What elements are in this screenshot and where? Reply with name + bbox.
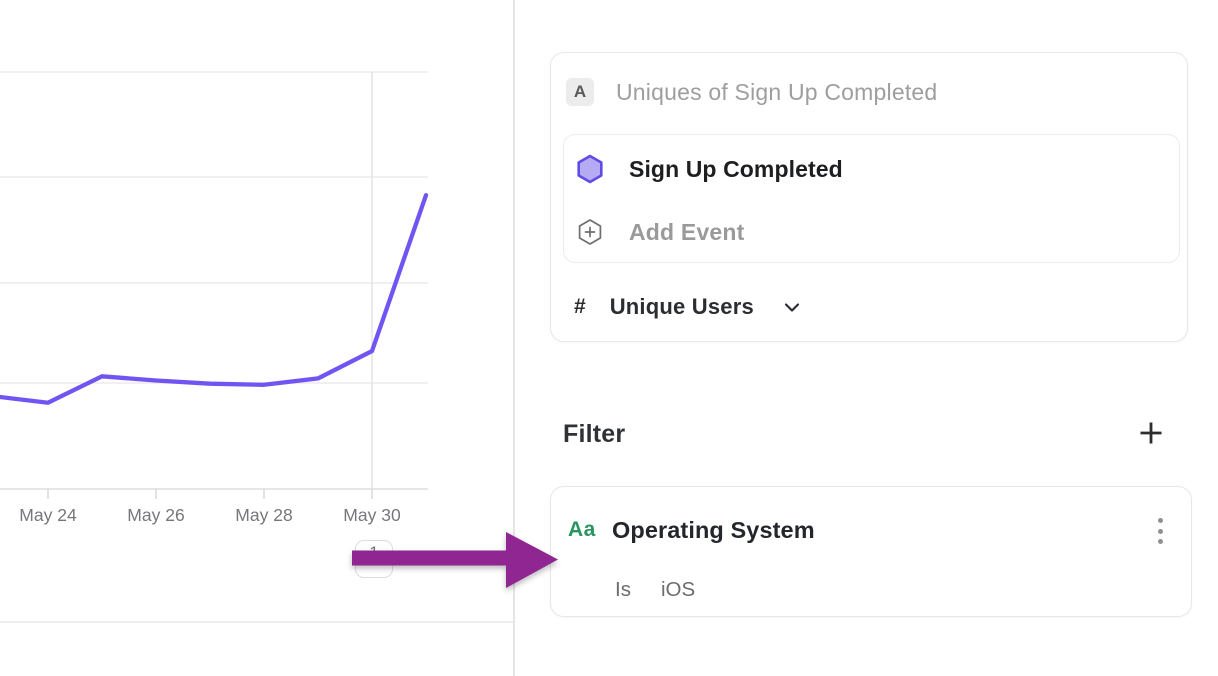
- chevron-down-icon: [784, 302, 800, 313]
- number-hash-icon: #: [574, 295, 586, 318]
- line-chart: May 24 May 26 May 28 May 30: [0, 71, 513, 623]
- svg-text:May 28: May 28: [235, 505, 292, 525]
- metric-letter-badge: A: [566, 78, 594, 106]
- string-property-type-icon: Aa: [568, 518, 596, 541]
- chart-annotation-badge[interactable]: 1: [355, 540, 393, 578]
- filter-operator[interactable]: Is: [615, 577, 631, 601]
- svg-text:May 30: May 30: [343, 505, 401, 525]
- measure-selector[interactable]: # Unique Users: [574, 292, 800, 322]
- query-builder-card: A Uniques of Sign Up Completed Sign Up C…: [550, 52, 1188, 342]
- add-filter-button[interactable]: [1137, 419, 1165, 447]
- filter-value[interactable]: iOS: [660, 577, 696, 601]
- chart-pane: May 24 May 26 May 28 May 30 1: [0, 0, 513, 676]
- svg-text:May 26: May 26: [127, 505, 184, 525]
- add-event-label: Add Event: [629, 219, 745, 245]
- event-name: Sign Up Completed: [629, 156, 843, 182]
- metric-label: Uniques of Sign Up Completed: [616, 79, 938, 105]
- add-event-hexagon-plus-icon: [578, 219, 602, 245]
- filter-property-name: Operating System: [612, 517, 815, 543]
- plus-icon: [1140, 422, 1162, 444]
- event-row[interactable]: Sign Up Completed: [564, 135, 1179, 199]
- filter-options-kebab-button[interactable]: [1148, 513, 1172, 549]
- svg-text:May 24: May 24: [19, 505, 77, 525]
- filter-condition-row: Is iOS: [615, 577, 695, 602]
- pane-divider: [513, 0, 515, 676]
- add-event-button[interactable]: Add Event: [564, 199, 1179, 264]
- filter-section-title: Filter: [563, 420, 626, 448]
- measure-label: Unique Users: [609, 294, 754, 319]
- filter-card: Aa Operating System Is iOS: [550, 486, 1192, 617]
- event-hexagon-icon: [577, 154, 603, 184]
- event-list-card: Sign Up Completed Add Event: [563, 134, 1180, 263]
